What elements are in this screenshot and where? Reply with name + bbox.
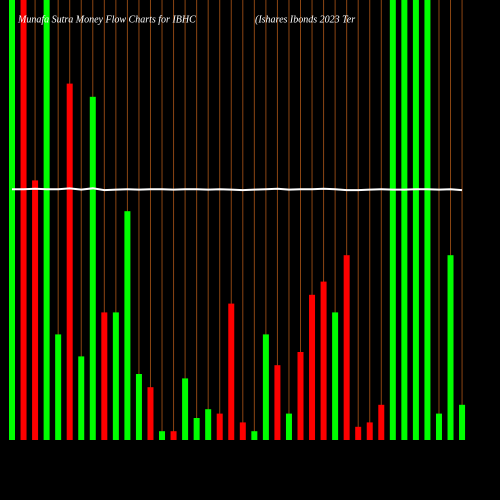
bar [285,413,292,440]
bar [320,281,327,440]
flow-line [12,187,463,192]
bar [401,0,408,440]
bar [435,413,442,440]
bar [55,334,62,440]
bar [205,409,212,440]
bar [297,352,304,440]
bar [170,431,177,440]
chart-title: Munafa Sutra Money Flow Charts for IBHC [17,14,196,25]
bar [378,404,385,440]
bar [20,0,27,440]
bar [112,312,119,440]
bar [43,0,50,440]
bar [9,0,15,440]
bars [9,0,466,441]
bar [366,422,373,440]
bar [78,356,85,440]
bar [251,431,258,440]
bar [332,312,339,440]
bar [262,334,269,440]
bar [147,387,154,440]
bar [228,303,235,440]
bar [193,418,200,440]
bar [389,0,396,440]
bar [459,404,466,440]
bar [159,431,166,440]
bar [32,180,39,440]
bar [424,0,431,440]
bar [309,294,316,440]
bar [412,0,419,440]
bar [101,312,108,440]
bar [343,255,350,440]
bar [447,255,454,440]
bar [274,365,281,440]
bar [239,422,246,440]
bar [66,83,73,440]
chart-subtitle: (Ishares Ibonds 2023 Ter [255,14,355,25]
line-layer [12,187,463,192]
bar [355,426,362,440]
bar [216,413,223,440]
bar [89,96,96,441]
bar [135,374,142,440]
bar [124,211,131,440]
bar [182,378,189,440]
